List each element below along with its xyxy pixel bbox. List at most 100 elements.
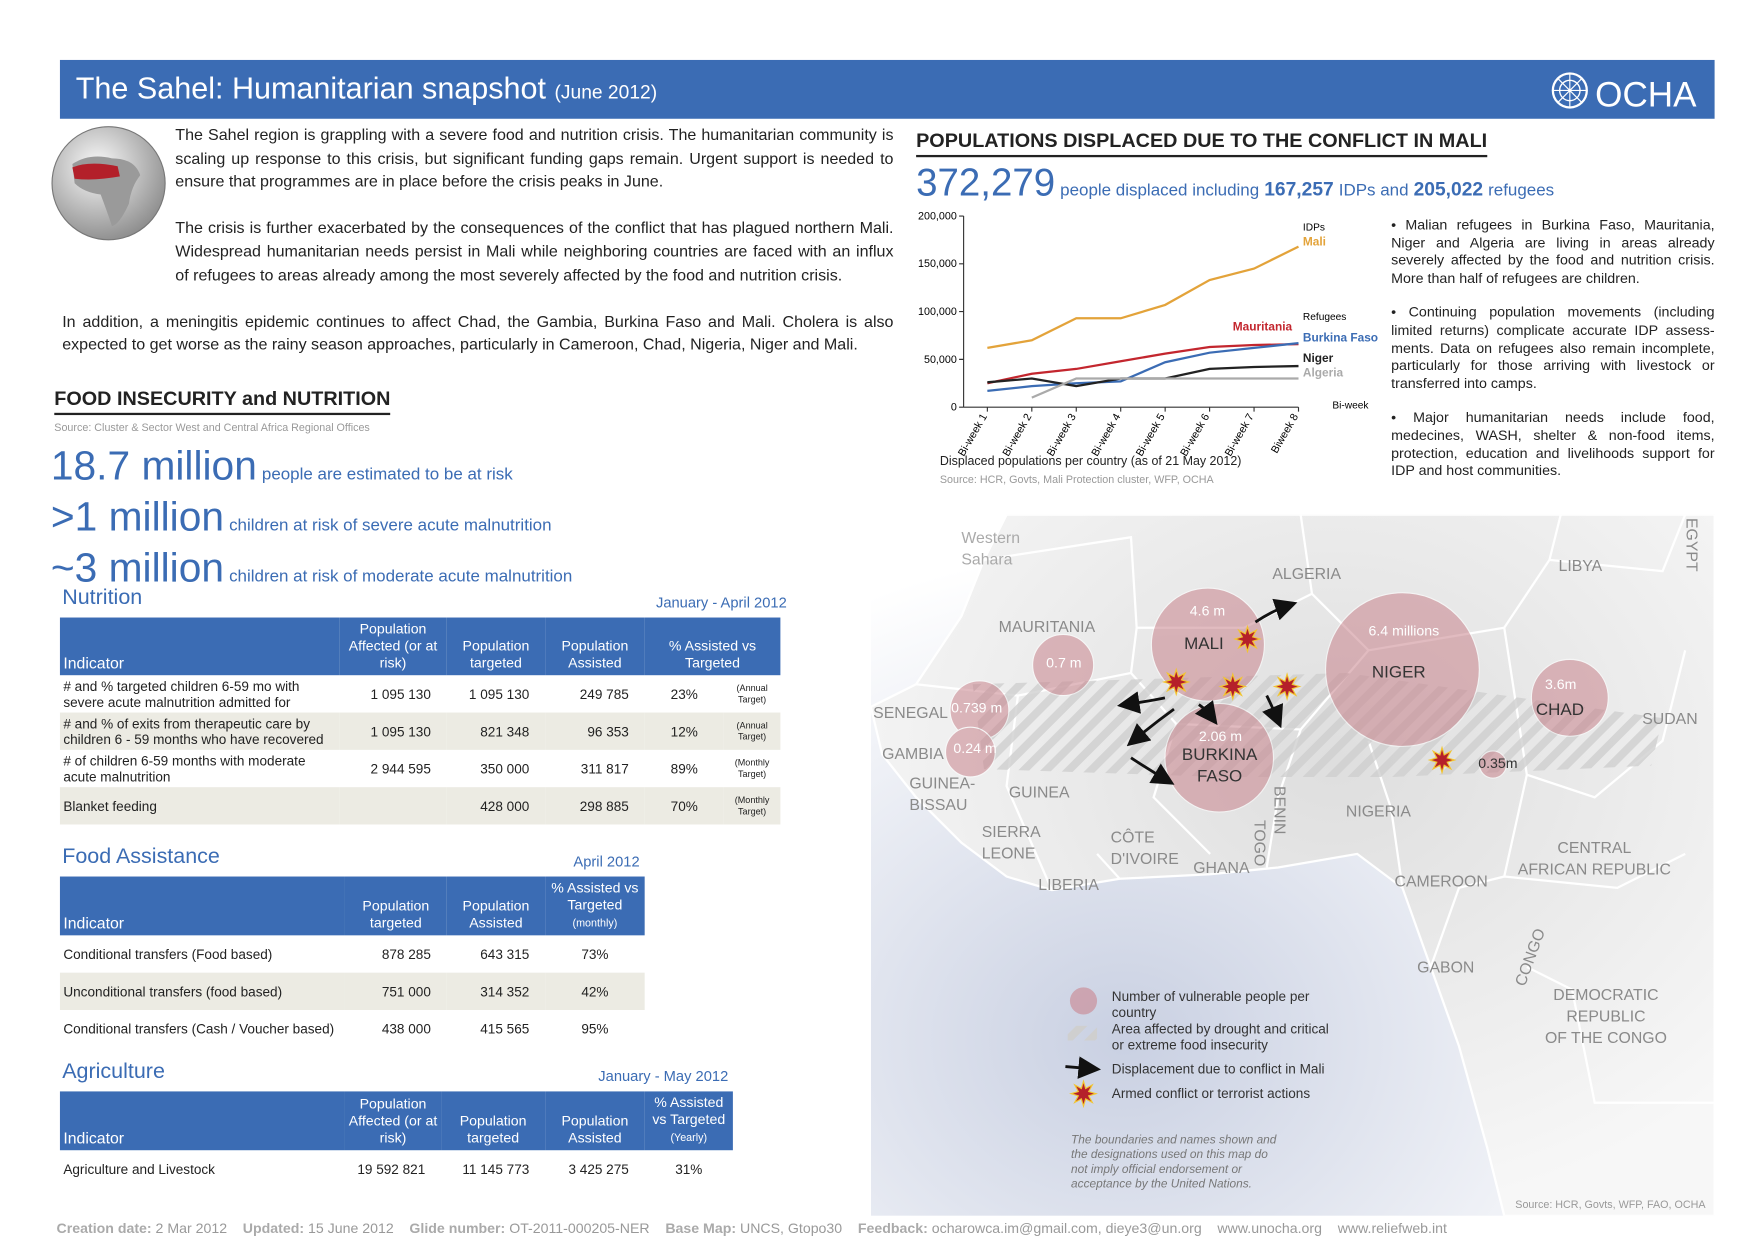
header-cell: % Assisted vs Targeted <box>644 617 781 676</box>
table-period: April 2012 <box>573 852 640 870</box>
country-label: GUINEA- BISSAU <box>909 773 976 814</box>
legend-text: Armed conflict or terrorist actions <box>1111 1085 1311 1102</box>
figure: 18.7 million people are estimated to be … <box>51 444 572 495</box>
y-tick-label: 50,000 <box>924 354 957 366</box>
row: Conditional transfers (Food based) 878 28… <box>60 935 645 972</box>
table-period: January - May 2012 <box>598 1067 729 1085</box>
x-tick-label: Biweek 8 <box>1269 412 1301 456</box>
table-title: Agriculture <box>62 1059 165 1084</box>
country-label: Western Sahara <box>961 528 1021 568</box>
header-cell: Population Assisted <box>545 617 645 676</box>
section-heading: FOOD INSECURITY and NUTRITION <box>54 387 391 416</box>
header-cell: % Assisted vs Targeted (Yearly) <box>644 1091 733 1151</box>
header-cell: % Assisted vs Targeted (monthly) <box>545 876 645 936</box>
country-label: MAURITANIA <box>998 617 1096 636</box>
y-tick-label: 100,000 <box>918 306 957 318</box>
header-note: (monthly) <box>572 917 618 930</box>
row: Unconditional transfers (food based) 751 … <box>59 972 645 1010</box>
cell: 31% <box>675 1160 703 1177</box>
cell: (Annual Target) <box>723 712 781 750</box>
cell: 1 095 130 <box>370 685 431 702</box>
country-label: SENEGAL <box>873 703 948 722</box>
bubble-label: 0.35m <box>1478 755 1518 772</box>
y-tick-label: 0 <box>951 402 957 414</box>
row: Conditional transfers (Cash / Voucher ba… <box>60 1010 645 1047</box>
cell: Blanket feeding <box>59 787 340 825</box>
cell: # and % of exits from therapeutic care b… <box>59 712 340 750</box>
title-date: (June 2012) <box>554 81 658 103</box>
country-label: DEMOCRATIC REPUBLIC OF THE CONGO <box>1544 985 1667 1047</box>
bubble-label: 2.06 m <box>1198 728 1243 745</box>
header-cell: Population targeted <box>344 876 447 936</box>
footer-label: Creation date: <box>56 1220 152 1237</box>
header-cell: Population Affected (or at risk) <box>344 1091 442 1151</box>
bubble-label: 4.6 m <box>1189 602 1226 619</box>
bubble-label: 0.24 m <box>953 740 997 757</box>
map-base <box>870 514 1715 1216</box>
title-text: The Sahel: Humanitarian snapshot <box>75 71 546 106</box>
row: # and % of exits from therapeutic care b… <box>59 712 781 750</box>
x-tick-label: Bi-week 1 <box>956 412 990 459</box>
header-bar: The Sahel: Humanitarian snapshot (June 2… <box>59 59 1715 119</box>
series-line <box>1031 377 1299 399</box>
row: # of children 6-59 months with moderate … <box>60 750 780 787</box>
cell: Conditional transfers (Cash / Voucher ba… <box>63 1020 335 1037</box>
series-line <box>987 364 1299 388</box>
bullet: • Major humanitarian needs include food,… <box>1391 409 1715 479</box>
header-cell: Population targeted <box>446 617 546 676</box>
y-tick-label: 200,000 <box>918 210 957 222</box>
header-note: (Yearly) <box>670 1132 708 1145</box>
figure-text: children at risk of moderate acute malnu… <box>229 566 573 586</box>
footer: Creation date: 2 Mar 2012 Updated: 15 Ju… <box>57 1220 1459 1236</box>
cell: Agriculture and Livestock <box>63 1160 215 1177</box>
cell: 643 315 <box>480 946 530 962</box>
cell: 95% <box>581 1020 609 1037</box>
header-cell: Population Assisted <box>545 1091 645 1151</box>
section-heading: POPULATIONS DISPLACED DUE TO THE CONFLIC… <box>916 129 1488 158</box>
x-tick-label: Bi-week 4 <box>1089 412 1123 459</box>
globe <box>51 126 166 241</box>
row: Agriculture and Livestock 19 592 821 11 14… <box>60 1150 733 1187</box>
x-tick-label: Bi-week 7 <box>1223 412 1257 459</box>
country-label: CÔTE D'IVOIRE <box>1110 827 1179 868</box>
country-label: ALGERIA <box>1272 564 1342 583</box>
country-label: BENIN <box>1271 786 1290 835</box>
header-cell: Indicator <box>59 1091 345 1151</box>
chart: 0 50,000 100,000 150,000 200,000 Bi-week 1 Bi-… <box>918 210 1378 459</box>
cell: 42% <box>545 972 645 1010</box>
table-title: Nutrition <box>62 585 143 610</box>
cell: 1 095 130 <box>339 712 447 750</box>
cell: 23% <box>670 685 698 702</box>
intro-paragraph: In addition, a meningitis epidemic conti… <box>62 313 894 355</box>
country-label: GHANA <box>1193 858 1250 877</box>
conflict-marker <box>1427 745 1457 775</box>
footer-value: UNCS, Gtopo30 <box>739 1220 843 1237</box>
series-label: Mali <box>1303 234 1326 248</box>
figures: 18.7 million people are estimated to be … <box>51 444 572 597</box>
country-label: CHAD <box>1535 700 1584 720</box>
idps: 167,257 <box>1264 178 1334 201</box>
text: refugees <box>1488 180 1555 201</box>
footer-value: OT-2011-000205-NER <box>509 1220 650 1237</box>
cell: Conditional transfers (Food based) <box>63 946 273 962</box>
legend-text: Area affected by drought and critical or… <box>1111 1021 1329 1053</box>
un-emblem <box>1552 72 1589 109</box>
footer-value: 2 Mar 2012 <box>155 1220 228 1237</box>
figure-value: >1 million <box>50 493 225 540</box>
country-label: MALI <box>1184 634 1224 654</box>
displaced-summary: 372,279 people displaced including 167,2… <box>916 162 1554 206</box>
source: Source: Cluster & Sector West and Centra… <box>54 421 370 435</box>
figure: >1 million children at risk of severe ac… <box>51 495 572 546</box>
cell <box>339 787 447 825</box>
table-title: Food Assistance <box>62 844 220 869</box>
header-cell: Indicator <box>59 876 345 936</box>
bubble-label: 0.739 m <box>951 700 1003 716</box>
country-label: GUINEA <box>1008 782 1070 801</box>
cell: 428 000 <box>446 787 546 825</box>
country-label: GABON <box>1417 957 1475 977</box>
figure-value: ~3 million <box>50 544 225 591</box>
intro-paragraph: The Sahel region is grappling with a sev… <box>175 126 894 192</box>
intro-paragraph: The crisis is further exacerbated by the… <box>175 219 894 285</box>
cell: 2 944 595 <box>370 760 431 777</box>
